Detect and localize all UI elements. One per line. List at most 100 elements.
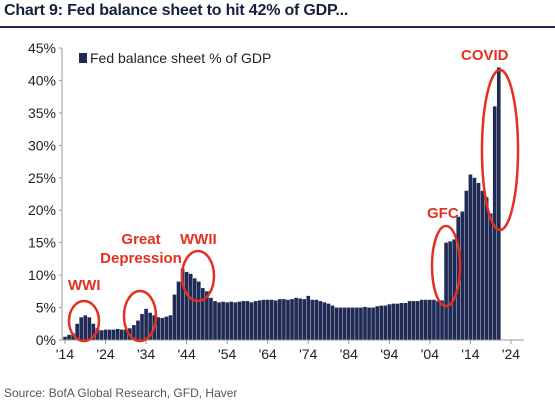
bar	[371, 307, 375, 340]
bar	[346, 307, 351, 340]
bar	[278, 299, 282, 340]
bar	[310, 299, 315, 340]
title-divider	[0, 26, 555, 28]
bar	[164, 316, 169, 340]
bar	[241, 301, 246, 340]
bar	[355, 307, 359, 340]
x-tick-label: '04	[421, 346, 439, 362]
x-tick-label: '44	[177, 346, 195, 362]
bar	[314, 299, 319, 340]
bar	[286, 299, 290, 340]
bar	[269, 299, 274, 340]
bar	[322, 302, 327, 340]
bar	[403, 303, 408, 340]
bar	[480, 190, 485, 340]
annotation-wwii: WWII	[180, 231, 217, 248]
bar	[63, 336, 67, 340]
bar	[91, 323, 96, 340]
y-tick-label: 35%	[28, 105, 56, 121]
y-tick-label: 15%	[28, 235, 56, 251]
bar	[294, 297, 298, 340]
bar	[318, 301, 323, 340]
annotation-gfc: GFC	[427, 205, 459, 222]
x-tick-label: '14	[56, 346, 74, 362]
bar	[359, 307, 363, 340]
bar	[448, 241, 452, 340]
bar	[188, 273, 193, 340]
bar	[196, 281, 201, 340]
x-tick-label: '14	[461, 346, 479, 362]
y-tick-label: 10%	[28, 267, 56, 283]
y-tick-labels: 0% 5% 10% 15% 20% 25% 30% 35% 40% 45%	[28, 40, 56, 348]
legend-label: Fed balance sheet % of GDP	[90, 50, 271, 66]
bar	[436, 301, 440, 340]
bar	[107, 329, 112, 340]
bar	[123, 329, 128, 340]
bar	[411, 301, 416, 340]
bar	[180, 268, 185, 340]
bar	[75, 323, 79, 340]
bar	[148, 312, 152, 340]
x-tick-label: '54	[218, 346, 236, 362]
bar	[265, 299, 270, 340]
annotation-covid: COVID	[461, 47, 509, 64]
bar	[383, 305, 388, 340]
x-tick-label: '94	[380, 346, 398, 362]
bar	[476, 182, 481, 340]
y-tick-label: 20%	[28, 202, 56, 218]
wwi-ellipse	[67, 299, 101, 343]
y-tick-label: 5%	[36, 300, 56, 316]
bar	[257, 300, 262, 340]
bar	[233, 302, 238, 340]
bar	[225, 302, 229, 340]
bar	[201, 288, 205, 340]
x-tick-labels: '14 '24 '34 '44 '54 '64 '74 '84 '94 '04 '14 '24	[56, 346, 520, 362]
bar	[338, 307, 343, 340]
bar	[156, 317, 161, 340]
bar	[111, 329, 116, 340]
y-tick-label: 0%	[36, 332, 56, 348]
x-tick-label: '64	[259, 346, 277, 362]
bar	[209, 297, 213, 340]
bar	[452, 239, 457, 340]
bar	[290, 299, 294, 340]
x-tick-label: '24	[96, 346, 114, 362]
legend-swatch	[79, 53, 87, 63]
y-tick-label: 45%	[28, 40, 56, 56]
annotation-ellipses	[67, 68, 520, 343]
bar	[192, 278, 197, 340]
bar	[302, 299, 307, 340]
gridlines	[59, 47, 512, 344]
bar	[428, 299, 432, 340]
bar	[379, 305, 384, 340]
great-depression-ellipse	[122, 289, 158, 343]
annotation-great-depression-line2: Depression	[100, 250, 182, 267]
bar	[391, 303, 396, 340]
bar	[67, 334, 71, 340]
bar	[472, 177, 477, 340]
bar	[444, 242, 448, 340]
bar	[79, 317, 84, 340]
bar	[144, 308, 148, 340]
bar	[103, 329, 108, 340]
bar	[140, 314, 144, 340]
y-tick-label: 25%	[28, 170, 56, 186]
bar	[488, 213, 493, 340]
bar	[160, 317, 165, 340]
bar	[119, 329, 124, 340]
bar	[83, 315, 88, 340]
bar	[367, 307, 371, 340]
source-note: Source: BofA Global Research, GFD, Haver	[4, 386, 238, 400]
bar	[136, 320, 140, 340]
bar	[423, 299, 428, 340]
bar	[330, 305, 335, 340]
chart-title: Chart 9: Fed balance sheet to hit 42% of…	[4, 2, 349, 19]
bar	[334, 307, 339, 340]
bar	[184, 271, 189, 340]
y-tick-label: 40%	[28, 72, 56, 88]
bar	[168, 315, 173, 340]
bar	[237, 301, 242, 340]
bar	[351, 307, 355, 340]
bar	[492, 106, 497, 341]
